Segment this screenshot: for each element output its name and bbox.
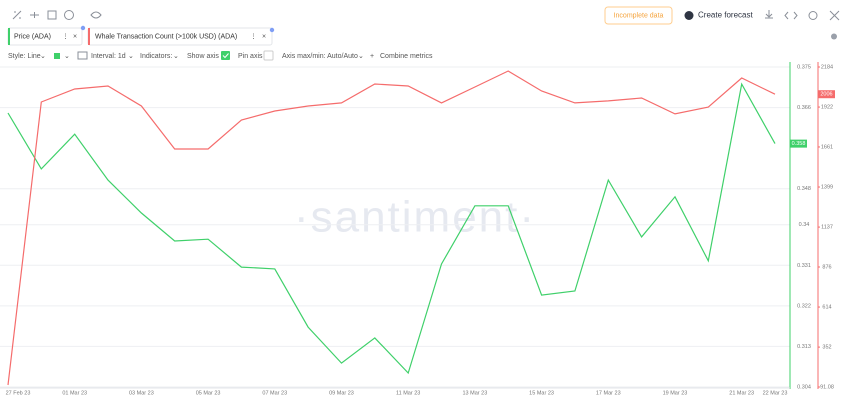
color-picker[interactable]	[54, 53, 60, 59]
icon[interactable]	[12, 10, 22, 20]
legend-label: Whale Transaction Count (>100k USD) (ADA…	[95, 33, 237, 40]
y2-tick-label: 1399	[821, 184, 833, 190]
line	[7, 82, 776, 375]
forecast-button[interactable]: Create forecast	[698, 11, 753, 20]
x-tick-label: 11 Mar 23	[396, 390, 420, 396]
legend-label: Price (ADA)	[14, 33, 51, 40]
dot	[80, 25, 86, 31]
chevron: ⌄	[64, 53, 70, 60]
icon[interactable]	[831, 33, 837, 40]
dot	[269, 27, 275, 33]
y2-tick-label: 352	[822, 345, 831, 351]
y-tick-label: 0.34	[799, 222, 810, 228]
chip-close[interactable]: ×	[262, 33, 266, 40]
checkbox[interactable]	[221, 51, 230, 60]
incomplete-label: Incomplete data	[614, 12, 664, 19]
y-tick-label: 0.348	[797, 186, 811, 192]
icon[interactable]	[30, 12, 39, 18]
chip-close[interactable]: ×	[73, 33, 77, 40]
value-badge	[790, 139, 807, 148]
toolbar: Incomplete data Create forecast	[12, 6, 840, 25]
check	[222, 53, 229, 59]
forecast-icon[interactable]	[684, 11, 694, 20]
x-tick-label: 21 Mar 23	[729, 390, 754, 396]
legend: Price (ADA) ⋮ × Whale Transaction Count …	[7, 25, 837, 46]
value-label: 2006	[820, 92, 832, 98]
plus: +	[370, 53, 374, 60]
icon[interactable]	[47, 10, 57, 20]
chip-color	[8, 28, 10, 45]
watermark: ·santiment·	[294, 193, 536, 242]
x-tick-label: 01 Mar 23	[62, 390, 87, 396]
chevron: ⌄	[358, 53, 364, 60]
checkbox[interactable]	[263, 50, 274, 61]
x-tick-label: 09 Mar 23	[329, 390, 354, 396]
y-tick-label: 0.331	[797, 263, 811, 269]
icon	[77, 51, 88, 60]
value-label: 0.358	[792, 141, 806, 147]
y-tick-label: 0.304	[797, 384, 811, 390]
y2-tick-label: 2184	[821, 64, 833, 70]
chip-menu[interactable]: ⋮	[62, 33, 69, 40]
x-tick-label: 15 Mar 23	[529, 390, 554, 396]
pin-axis[interactable]: Pin axis	[238, 53, 263, 60]
y-tick-label: 0.375	[797, 64, 811, 70]
x-tick-label: 19 Mar 23	[663, 390, 688, 396]
y2-tick-label: 1661	[821, 144, 833, 150]
y-tick-label: 0.366	[797, 105, 811, 111]
icon[interactable]	[829, 10, 840, 21]
interval-select[interactable]: Interval: 1d	[91, 53, 126, 60]
chevron: ⌄	[128, 53, 134, 60]
y-tick-label: 0.313	[797, 344, 811, 350]
chevron: ⌄	[40, 53, 46, 60]
style-select[interactable]: Style: Line	[8, 53, 41, 60]
y2-tick-label: 614	[822, 305, 831, 311]
show-axis[interactable]: Show axis	[187, 53, 219, 60]
plot: 0.375 0.366 0.348 0.34 0.331 0.322 0.313 0.304 2…	[0, 62, 835, 396]
y2-tick-label: 91.08	[820, 384, 834, 390]
icon[interactable]	[90, 11, 102, 19]
y2-tick-label: 876	[822, 264, 831, 270]
settings: Style: Line ⌄ ⌄ Interval: 1d ⌄ Indicator…	[8, 50, 433, 61]
y2-tick-label: 1922	[821, 105, 833, 111]
line	[7, 70, 776, 386]
icon[interactable]	[808, 11, 818, 20]
icon[interactable]	[784, 11, 798, 20]
value-badge	[818, 90, 835, 99]
x-tick-label: 22 Mar 23	[763, 390, 788, 396]
y2-tick-label: 1137	[821, 225, 833, 231]
incomplete-button[interactable]	[604, 6, 673, 25]
x-tick-label: 05 Mar 23	[196, 390, 221, 396]
axis-minmax[interactable]: Axis max/min: Auto/Auto	[282, 53, 358, 60]
x-tick-label: 07 Mar 23	[262, 390, 287, 396]
x-tick-label: 13 Mar 23	[462, 390, 487, 396]
chip-color	[88, 28, 90, 45]
combine-metrics[interactable]: Combine metrics	[380, 53, 433, 60]
x-tick-label: 27 Feb 23	[6, 390, 31, 396]
x-tick-label: 03 Mar 23	[129, 390, 154, 396]
indicators-select[interactable]: Indicators:	[140, 53, 172, 60]
icon[interactable]	[64, 10, 74, 20]
chip-menu[interactable]: ⋮	[250, 33, 257, 40]
chevron: ⌄	[173, 53, 179, 60]
icon[interactable]	[765, 10, 773, 19]
x-tick-label: 17 Mar 23	[596, 390, 621, 396]
y-tick-label: 0.322	[797, 303, 811, 309]
